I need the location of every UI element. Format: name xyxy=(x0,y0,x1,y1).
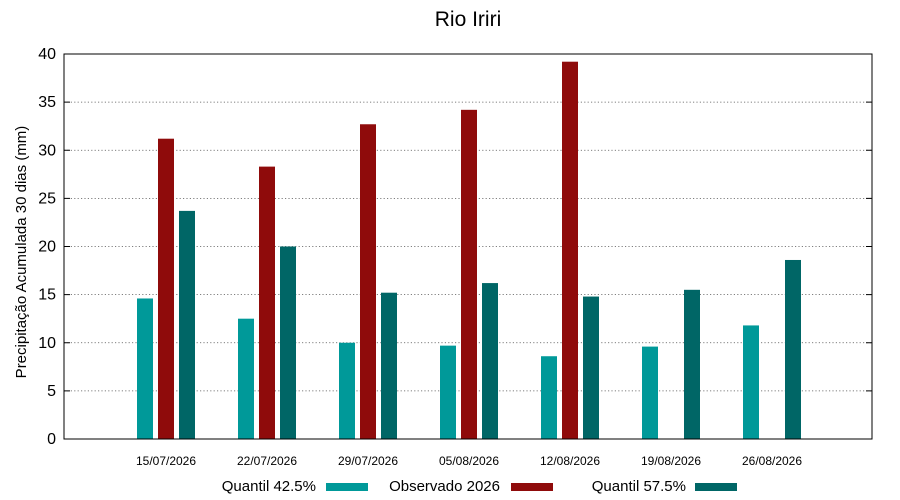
bar-quantil-57 xyxy=(482,283,498,439)
y-tick-label: 20 xyxy=(38,239,56,256)
bar-quantil-42 xyxy=(541,356,557,439)
legend: Quantil 42.5% Observado 2026 Quantil 57.5% xyxy=(222,478,737,495)
x-tick-label: 05/08/2026 xyxy=(439,454,499,468)
x-tick-label: 19/08/2026 xyxy=(641,454,701,468)
x-axis-ticks: 15/07/2026 22/07/2026 29/07/2026 05/08/2026… xyxy=(136,454,802,468)
bar-quantil-57 xyxy=(381,292,397,439)
bar-quantil-42 xyxy=(440,345,456,439)
legend-swatch xyxy=(326,483,368,491)
bar-quantil-42 xyxy=(137,298,153,439)
chart-title: Rio Iriri xyxy=(435,8,502,31)
x-tick-label: 15/07/2026 xyxy=(136,454,196,468)
legend-label: Quantil 42.5% xyxy=(222,478,316,495)
bar-quantil-57 xyxy=(785,259,801,439)
y-tick-label: 5 xyxy=(47,383,56,400)
bar-quantil-57 xyxy=(583,296,599,439)
y-tick-label: 25 xyxy=(38,190,56,207)
bar-quantil-57 xyxy=(280,246,296,439)
legend-label: Observado 2026 xyxy=(389,478,500,495)
bar-quantil-42 xyxy=(339,342,355,439)
bar-quantil-42 xyxy=(743,325,759,439)
y-tick-label: 10 xyxy=(38,335,56,352)
bar-quantil-42 xyxy=(642,346,658,439)
bar-observado xyxy=(158,138,174,439)
y-tick-label: 40 xyxy=(38,46,56,63)
bar-observado xyxy=(562,61,578,439)
x-tick-label: 22/07/2026 xyxy=(237,454,297,468)
y-axis-ticks: 0 5 10 15 20 25 30 35 40 xyxy=(38,46,872,448)
x-tick-label: 12/08/2026 xyxy=(540,454,600,468)
bar-quantil-42 xyxy=(238,318,254,439)
y-tick-label: 0 xyxy=(47,431,56,448)
grid-lines xyxy=(64,101,872,392)
y-tick-label: 35 xyxy=(38,94,56,111)
legend-swatch xyxy=(511,483,553,491)
bar-observado xyxy=(360,124,376,439)
y-axis-label: Precipitação Acumulada 30 dias (mm) xyxy=(13,126,30,379)
y-tick-label: 30 xyxy=(38,142,56,159)
x-tick-label: 29/07/2026 xyxy=(338,454,398,468)
legend-label: Quantil 57.5% xyxy=(592,478,686,495)
x-tick-label: 26/08/2026 xyxy=(742,454,802,468)
bar-quantil-57 xyxy=(179,210,195,439)
legend-swatch xyxy=(695,483,737,491)
bars xyxy=(137,61,801,440)
bar-observado xyxy=(461,109,477,439)
bar-observado xyxy=(259,166,275,440)
y-tick-label: 15 xyxy=(38,287,56,304)
bar-quantil-57 xyxy=(684,289,700,439)
